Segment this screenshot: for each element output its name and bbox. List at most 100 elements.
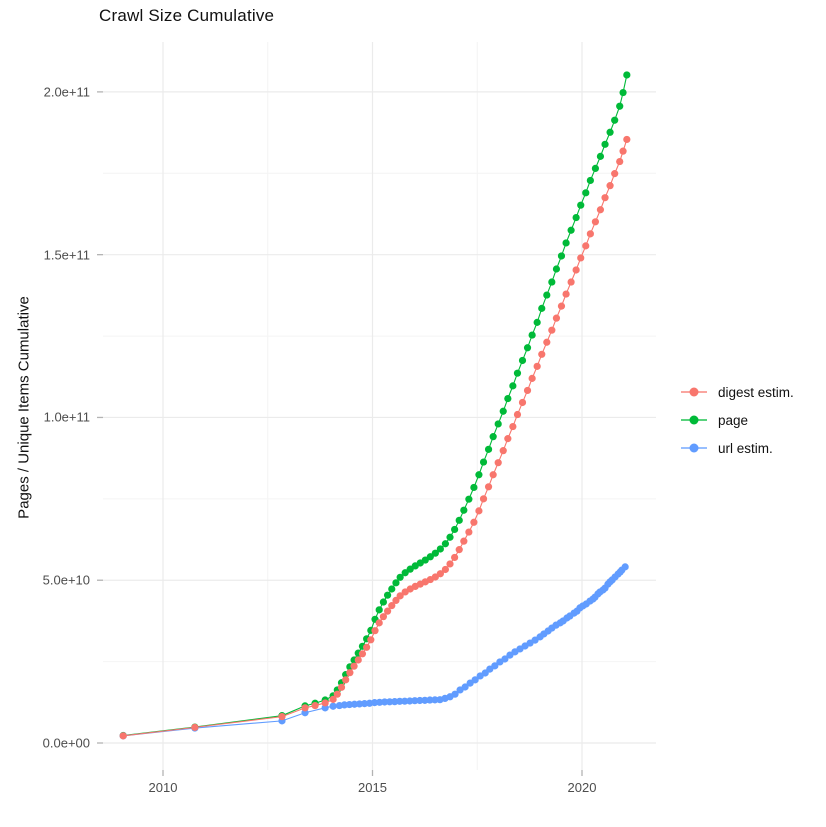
data-point <box>538 350 546 358</box>
data-point <box>465 495 473 503</box>
data-point <box>451 690 459 698</box>
data-point <box>460 506 468 514</box>
data-point <box>552 265 561 273</box>
chart-title: Crawl Size Cumulative <box>99 6 275 25</box>
legend-key-dot <box>689 443 699 453</box>
data-point <box>591 218 600 226</box>
data-point <box>619 147 627 155</box>
legend-label: digest estim. <box>718 384 794 400</box>
legend-item: url estim. <box>680 434 794 462</box>
data-point <box>411 697 419 705</box>
data-point <box>436 570 444 578</box>
data-point <box>528 331 536 339</box>
data-point <box>611 170 619 178</box>
data-point <box>513 369 522 377</box>
data-point <box>470 518 478 526</box>
data-point <box>301 704 309 712</box>
data-point <box>484 483 493 491</box>
data-point <box>396 592 404 600</box>
data-point <box>386 698 394 706</box>
data-point <box>119 732 127 740</box>
data-point <box>509 422 517 431</box>
data-point <box>363 643 371 651</box>
y-axis-title: Pages / Unique Items Cumulative <box>15 296 33 519</box>
legend-key-icon <box>681 387 707 397</box>
data-point <box>383 607 392 615</box>
legend-key-icon <box>681 415 707 425</box>
data-point <box>278 713 286 721</box>
y-tick-label: 1.5e+11 <box>43 247 90 263</box>
data-point <box>375 606 383 614</box>
data-point <box>596 206 605 214</box>
data-point <box>460 537 468 545</box>
data-point <box>475 507 483 515</box>
data-point <box>548 278 556 286</box>
data-point <box>446 533 454 541</box>
series-line <box>123 566 626 737</box>
data-point <box>499 447 507 455</box>
data-point <box>518 356 527 365</box>
data-point <box>446 560 454 568</box>
data-point <box>346 669 354 677</box>
y-tick-label: 2.0e+11 <box>43 84 90 100</box>
legend-item: digest estim. <box>680 378 794 406</box>
data-point <box>494 420 502 428</box>
data-point <box>494 459 502 467</box>
data-point <box>577 254 585 262</box>
x-tick-label: 2015 <box>358 780 387 795</box>
data-point <box>523 386 532 395</box>
data-point <box>471 676 479 684</box>
legend-label: url estim. <box>718 440 773 456</box>
data-point <box>557 252 566 260</box>
data-point <box>426 696 434 704</box>
data-point <box>501 655 509 663</box>
data-point <box>329 702 337 710</box>
data-point <box>601 140 609 148</box>
data-point <box>479 495 488 503</box>
data-point <box>577 201 585 209</box>
data-point <box>388 585 396 593</box>
data-point <box>451 553 459 562</box>
data-point <box>616 102 624 110</box>
data-point <box>562 239 570 247</box>
data-point <box>621 563 629 571</box>
data-point <box>548 326 556 334</box>
data-point <box>491 662 499 670</box>
data-point <box>504 394 512 403</box>
data-point <box>416 696 424 705</box>
data-point <box>431 696 439 704</box>
data-point <box>465 528 473 536</box>
data-point <box>354 656 362 664</box>
data-point <box>528 374 536 382</box>
data-point <box>552 314 561 322</box>
data-point <box>381 698 389 706</box>
data-point <box>371 627 379 635</box>
data-point <box>562 290 570 298</box>
data-point <box>379 598 387 606</box>
data-point <box>513 410 522 419</box>
data-point <box>582 189 590 197</box>
data-point <box>311 701 319 710</box>
data-point <box>431 549 439 557</box>
series-line <box>123 74 628 737</box>
data-point <box>582 242 590 250</box>
data-point <box>538 304 546 312</box>
data-point <box>350 662 358 670</box>
x-tick-label: 2020 <box>567 780 597 795</box>
data-point <box>484 445 493 453</box>
data-point <box>455 546 463 554</box>
data-point <box>518 398 527 407</box>
data-point <box>623 135 631 144</box>
data-point <box>586 230 594 238</box>
data-point <box>470 483 478 492</box>
data-point <box>606 128 614 136</box>
legend-key-dot <box>689 387 699 397</box>
data-point <box>489 433 497 441</box>
data-point <box>342 676 350 684</box>
data-point <box>436 545 444 553</box>
legend-key-dot <box>689 415 699 425</box>
x-tick-label: 2010 <box>148 780 178 795</box>
data-point <box>533 362 541 370</box>
